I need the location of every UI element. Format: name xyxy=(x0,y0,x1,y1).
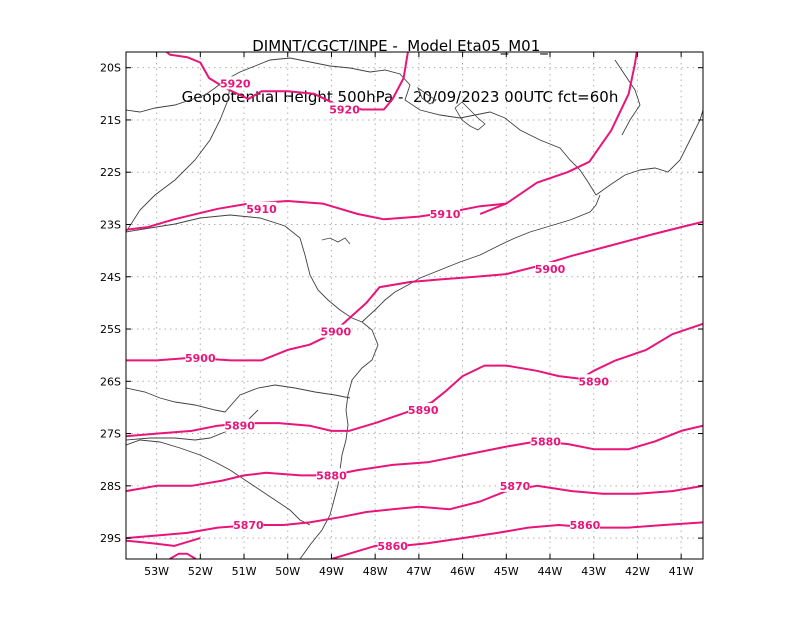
contour-label-bg xyxy=(569,518,600,532)
contour-line-5870 xyxy=(126,484,703,540)
lon-tick-label: 48W xyxy=(363,565,388,578)
title-line-1: DIMNT/CGCT/INPE - Model Eta05_M01_ xyxy=(252,37,548,55)
contour-line-5860 xyxy=(169,552,197,559)
lon-tick-label: 44W xyxy=(538,565,563,578)
state-border-rj xyxy=(595,109,703,196)
lat-tick-label: 27S xyxy=(100,428,121,441)
lon-tick-label: 43W xyxy=(581,565,606,578)
state-border-sc-rs xyxy=(126,439,311,526)
contour-label-5870: 5870 xyxy=(500,480,531,493)
contour-line-5920 xyxy=(479,52,638,215)
contour-label-5910: 5910 xyxy=(430,208,461,221)
lon-tick-label: 42W xyxy=(625,565,650,578)
contour-label-bg xyxy=(430,207,461,221)
lon-tick-label: 49W xyxy=(319,565,344,578)
contour-label-bg xyxy=(320,324,351,338)
axis-ticks: 20S 21S 22S 23S 24S 25S 26S 27S 28S 29S 53W 52W 51W 5… xyxy=(100,52,703,578)
contour-label-5890: 5890 xyxy=(224,420,255,433)
contour-line-5860 xyxy=(331,521,703,559)
contour-label-5890: 5890 xyxy=(408,404,439,417)
contour-label-5890: 5890 xyxy=(578,375,609,388)
lat-tick-label: 26S xyxy=(100,375,121,388)
contour-label-5910: 5910 xyxy=(246,203,277,216)
lon-tick-label: 52W xyxy=(188,565,213,578)
lon-tick-label: 46W xyxy=(450,565,475,578)
contour-label-bg xyxy=(233,518,264,532)
contour-line-5860 xyxy=(126,537,201,547)
contour-line-5890 xyxy=(126,322,703,438)
contour-label-bg xyxy=(329,102,360,116)
chart-title: DIMNT/CGCT/INPE - Model Eta05_M01_ Geopo… xyxy=(0,4,800,123)
contour-label-5880: 5880 xyxy=(530,435,561,448)
lat-tick-label: 22S xyxy=(100,166,121,179)
lat-tick-label: 21S xyxy=(100,114,121,127)
contour-label-bg xyxy=(500,478,531,492)
contour-label-bg xyxy=(220,76,251,90)
title-line-2: Geopotential Height 500hPa - 20/09/2023 … xyxy=(181,88,619,106)
contour-labels: 5920 5920 5910 5910 5900 5900 5900 5890 5890 5890… xyxy=(185,76,609,553)
contour-label-5860: 5860 xyxy=(377,540,408,553)
contour-label-bg xyxy=(185,350,216,364)
contour-label-5880: 5880 xyxy=(316,469,347,482)
state-border-sp-mg xyxy=(126,57,597,196)
contour-label-bg xyxy=(535,261,566,275)
lat-tick-label: 20S xyxy=(100,62,121,75)
lat-tick-label: 23S xyxy=(100,218,121,231)
contour-label-5900: 5900 xyxy=(185,352,216,365)
river-tiete xyxy=(321,237,351,245)
contour-label-bg xyxy=(246,201,277,215)
contour-label-5920: 5920 xyxy=(220,77,251,90)
contour-label-bg xyxy=(316,468,347,482)
lon-tick-label: 41W xyxy=(669,565,694,578)
coastline xyxy=(299,321,379,559)
lon-tick-label: 51W xyxy=(232,565,257,578)
lat-tick-label: 29S xyxy=(100,532,121,545)
state-borders xyxy=(126,57,703,559)
plot-frame xyxy=(125,51,704,560)
contour-label-5860: 5860 xyxy=(570,519,601,532)
coastline-sp xyxy=(361,194,601,323)
contour-line-5880 xyxy=(126,424,703,493)
contour-lines xyxy=(126,52,703,559)
contour-label-5900: 5900 xyxy=(535,263,566,276)
lon-tick-label: 45W xyxy=(494,565,519,578)
contour-label-bg xyxy=(530,434,561,448)
lat-tick-label: 24S xyxy=(100,271,121,284)
contour-label-5920: 5920 xyxy=(329,103,360,116)
state-border-sp-pr xyxy=(126,214,363,323)
lon-tick-label: 47W xyxy=(406,565,431,578)
grid-lines xyxy=(126,52,703,559)
contour-label-bg xyxy=(578,374,609,388)
lat-tick-label: 25S xyxy=(100,323,121,336)
contour-line-5920 xyxy=(165,52,409,111)
contour-line-5900 xyxy=(126,220,703,362)
contour-label-5870: 5870 xyxy=(233,519,264,532)
lake-furnas xyxy=(454,101,486,131)
contour-label-bg xyxy=(377,538,408,552)
lake-marimbondo xyxy=(417,86,437,105)
contour-label-bg xyxy=(408,403,439,417)
lon-tick-label: 53W xyxy=(144,565,169,578)
state-border-ms xyxy=(126,84,231,233)
state-border-es xyxy=(614,59,641,136)
lon-tick-label: 50W xyxy=(275,565,300,578)
contour-label-5900: 5900 xyxy=(321,326,352,339)
state-border-pr-sc xyxy=(126,384,351,413)
lat-tick-label: 28S xyxy=(100,480,121,493)
contour-label-bg xyxy=(224,418,255,432)
